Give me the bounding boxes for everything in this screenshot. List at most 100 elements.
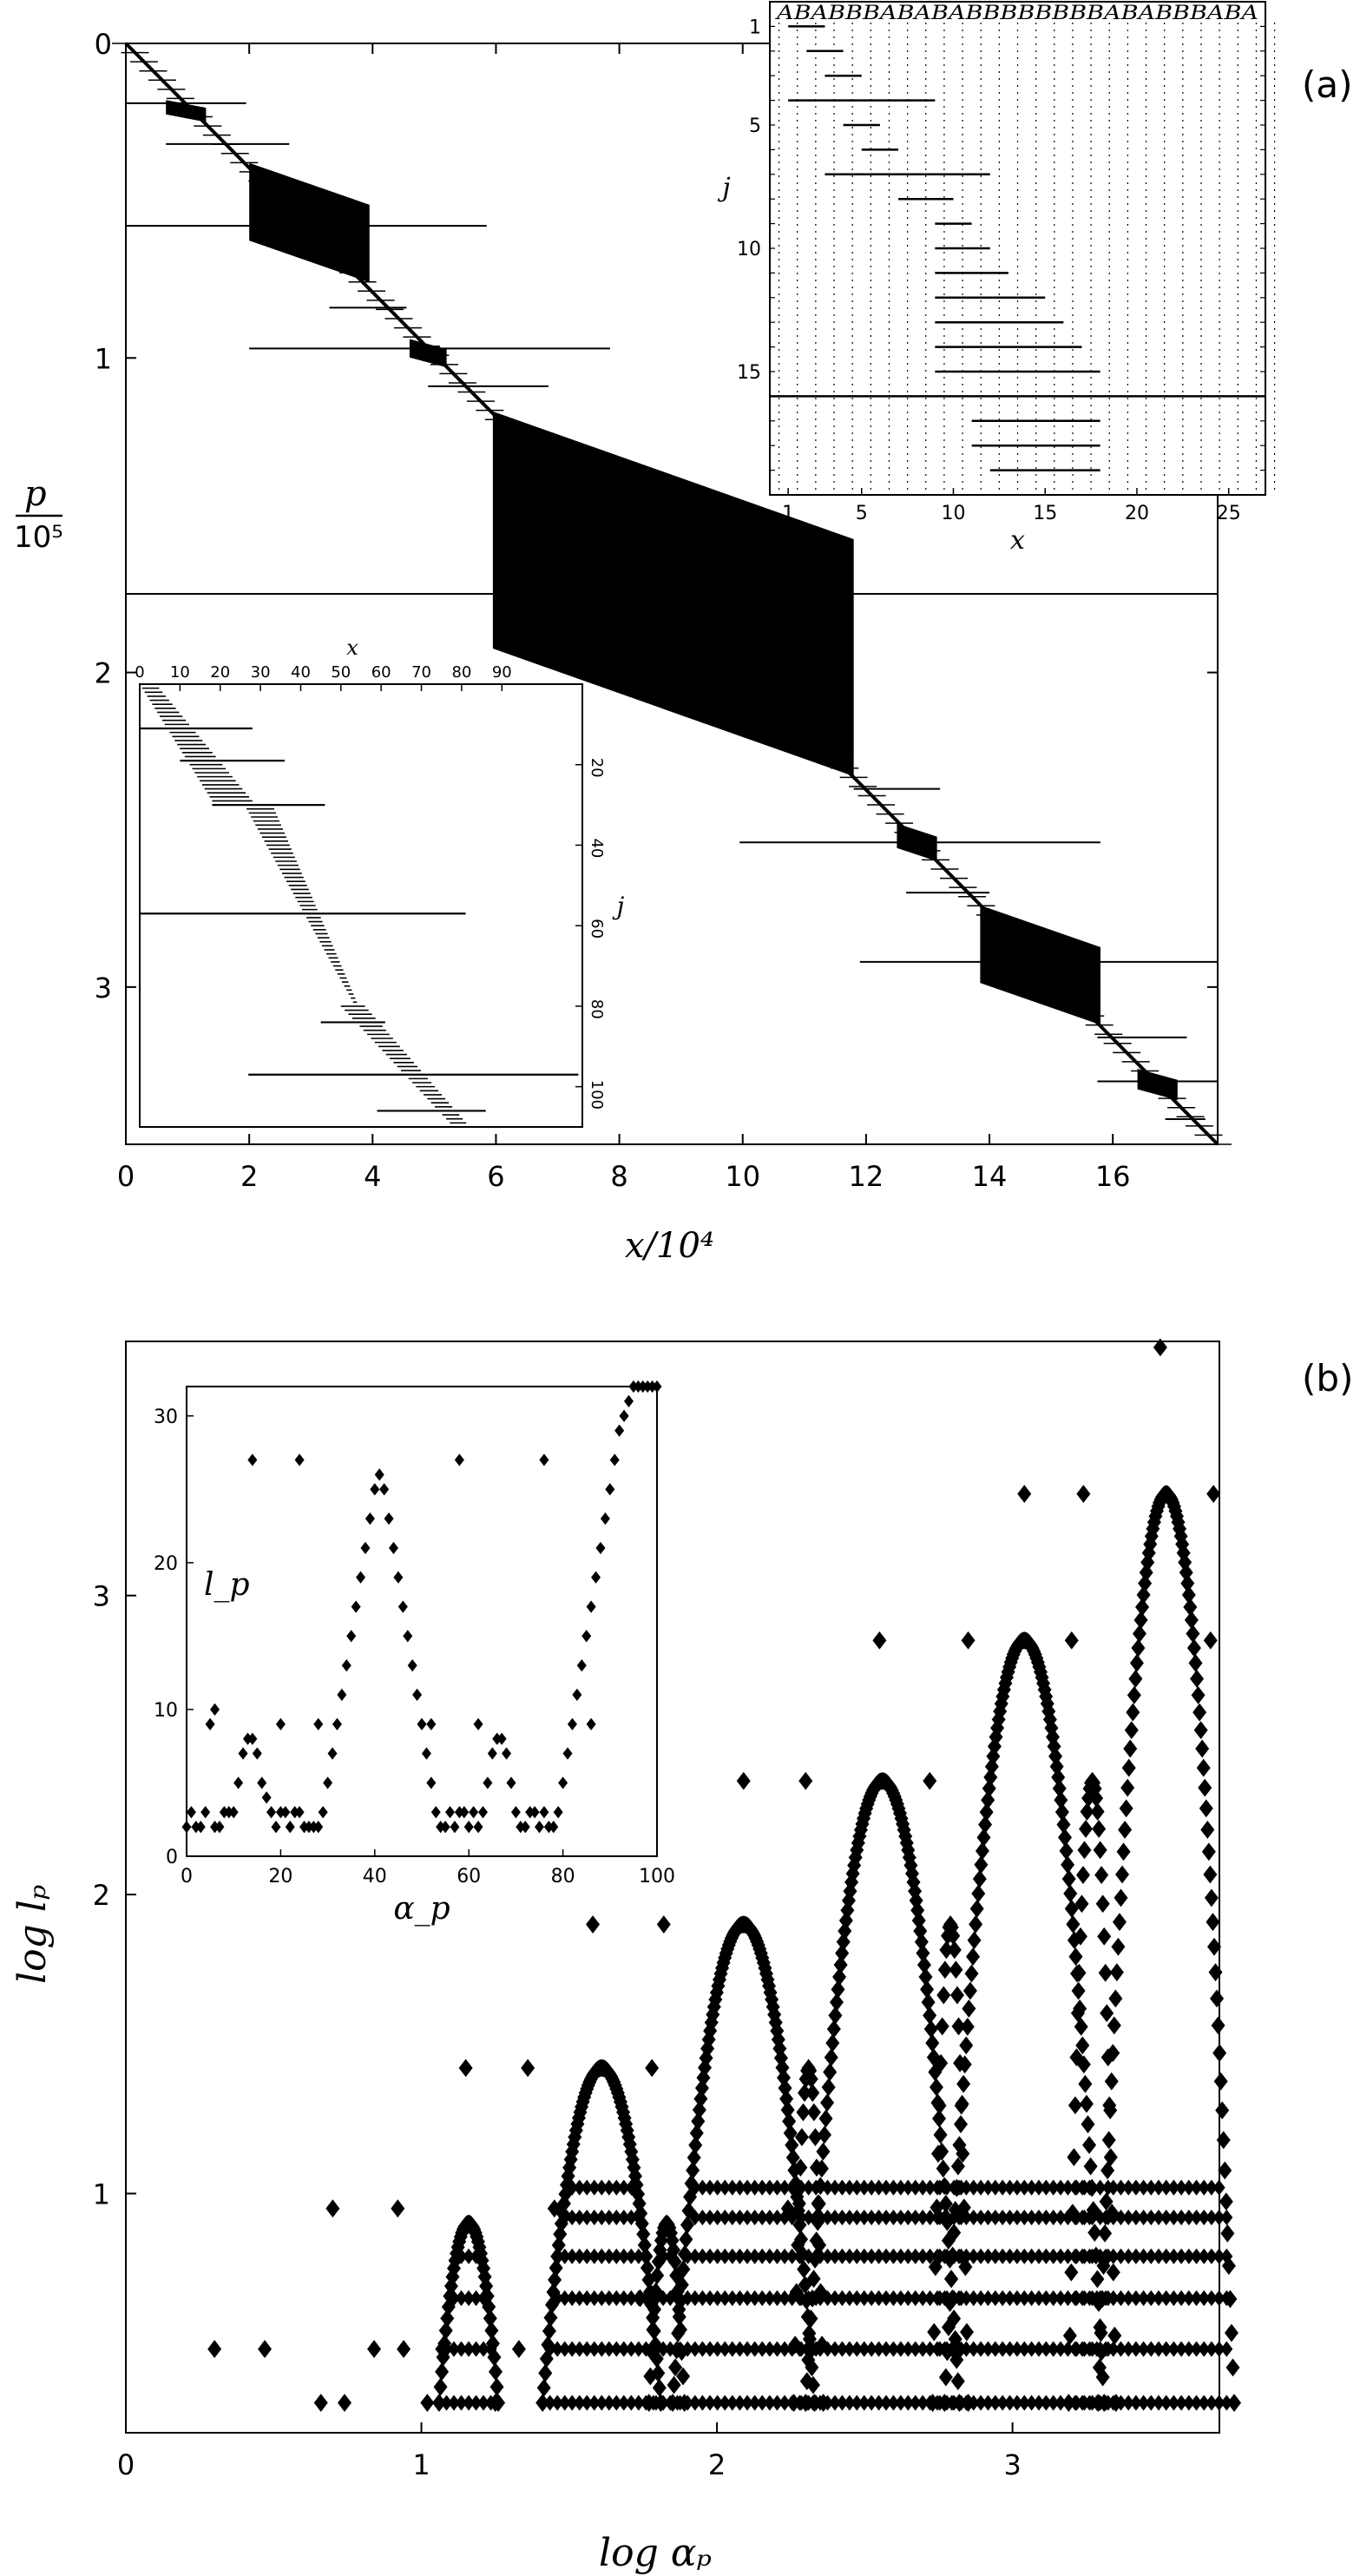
data-point [266,1806,277,1819]
level-point [741,2248,754,2264]
arch-point [818,2109,833,2128]
data-point [332,1717,342,1730]
level-point [1212,2209,1225,2226]
data-point [214,1821,225,1834]
level-point [1205,2341,1218,2357]
data-point [553,1806,563,1819]
level-point [996,2248,1009,2264]
arch-point [936,1986,951,2005]
level-point [1145,2395,1158,2411]
level-point [1160,2341,1173,2357]
level-point [1129,2395,1142,2411]
arch-point [1044,1718,1059,1737]
arch-point [668,2358,683,2377]
x-tick-label: 2 [240,1160,258,1193]
arch-point [691,2112,706,2131]
arch-point [671,2324,686,2342]
level-point [763,2248,776,2264]
arch-point [768,2013,783,2032]
arch-point [923,2006,937,2025]
level-point [1167,2341,1180,2357]
x-tick-label: 10 [170,663,190,682]
level-point [748,2341,761,2357]
arch-point [651,2252,666,2271]
data-point [609,1453,620,1466]
outlier-point [511,2340,526,2358]
level-point [821,2209,834,2226]
level-point [455,2289,468,2307]
level-point [1122,2179,1135,2196]
level-point [1190,2395,1203,2411]
level-point [610,2395,623,2411]
x-tick-label: 40 [363,1866,387,1888]
level-point [975,2395,988,2411]
level-point [945,2395,958,2411]
outlier-point [780,2199,795,2218]
arch-point [1203,1865,1218,1884]
level-point [982,2179,995,2196]
level-point [711,2209,724,2226]
arch-point [1123,1739,1138,1758]
level-point [1190,2179,1203,2196]
arch-point [814,2159,829,2178]
arch-point [649,2349,664,2368]
level-point [1153,2209,1165,2226]
level-point [923,2248,936,2264]
level-point [602,2289,615,2307]
level-point [573,2395,586,2411]
arch-point [1070,2004,1085,2023]
level-point [1122,2248,1135,2264]
level-point [902,2341,915,2357]
level-point [909,2209,922,2226]
level-point [1129,2341,1142,2357]
level-point [463,2289,476,2307]
data-point [337,1688,347,1702]
level-point [558,2395,571,2411]
level-point [1018,2179,1031,2196]
data-point [351,1600,361,1613]
level-point [1003,2289,1016,2307]
arch-point [990,1718,1005,1737]
level-point [595,2289,608,2307]
arch-point [783,2124,798,2143]
arch-point [1081,2115,1095,2134]
level-point [455,2341,468,2357]
arch-point [941,2231,956,2250]
arch-point [967,1931,982,1950]
level-point [688,2248,701,2264]
arch-point [952,2136,967,2155]
arch-point [969,1900,984,1918]
level-point [719,2209,732,2226]
level-point [865,2289,878,2307]
level-point [1160,2395,1173,2411]
data-point [510,1806,521,1819]
data-point [558,1776,568,1789]
level-point [595,2395,608,2411]
data-point [370,1483,380,1496]
level-point [982,2209,995,2226]
level-point [1212,2179,1225,2196]
level-point [909,2248,922,2264]
outlier-point [207,2340,222,2358]
level-point [711,2395,724,2411]
level-point [741,2209,754,2226]
data-point [440,1821,450,1834]
level-point [733,2209,746,2226]
level-point [1040,2289,1053,2307]
level-point [704,2395,717,2411]
x-tick-label: 1 [412,2448,430,2481]
level-point [1190,2341,1203,2357]
arch-point [831,1980,845,1999]
arch-point [1129,1654,1144,1672]
level-point [763,2395,776,2411]
level-point [894,2289,907,2307]
arch-point [669,2341,684,2360]
arch-point [1049,1757,1064,1776]
level-point [1003,2179,1016,2196]
level-point [748,2248,761,2264]
level-point [617,2341,630,2357]
level-point [719,2341,732,2357]
arch-point [1088,2246,1103,2265]
arch-point [637,2236,652,2255]
arch-point [956,2144,970,2164]
